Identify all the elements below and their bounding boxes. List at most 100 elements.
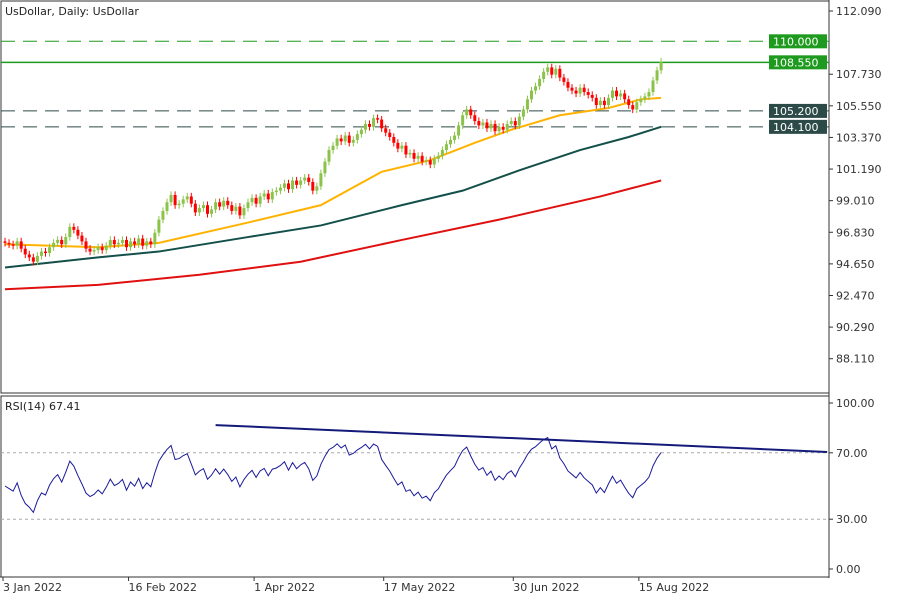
candle-body [542, 71, 546, 80]
level-price-label: 104.100 [773, 121, 819, 134]
candle-body [606, 97, 610, 106]
candle-body [287, 183, 290, 190]
candle-body [469, 109, 473, 116]
candle-body [39, 251, 43, 256]
candle-body [193, 203, 197, 213]
candle-body [210, 209, 214, 214]
candle-body [311, 181, 315, 191]
candle-body [246, 202, 250, 209]
candle-body [181, 199, 185, 204]
candle-body [173, 195, 177, 206]
candle-body [368, 123, 371, 127]
candle-body [303, 177, 307, 181]
rsi-tick-label: 70.00 [836, 447, 868, 460]
candle-body [7, 242, 11, 245]
candle-body [586, 92, 590, 95]
candle-body [230, 205, 234, 211]
candle-body [412, 152, 416, 159]
candle-body [647, 92, 651, 97]
candle-body [282, 183, 286, 188]
time-tick-label: 3 Jan 2022 [3, 581, 62, 594]
candle-body [315, 186, 319, 191]
price-tick-label: 101.190 [836, 163, 882, 176]
rsi-panel[interactable] [0, 395, 830, 578]
candle-body [400, 145, 404, 149]
candle-body [327, 150, 331, 162]
candle-body [655, 70, 659, 81]
moving-average-line [4, 125, 662, 269]
candle-body [594, 97, 598, 106]
candle-body [56, 239, 60, 243]
candle-body [355, 134, 359, 140]
candle-body [72, 226, 76, 230]
candle-body [521, 109, 525, 117]
candle-body [501, 126, 505, 130]
candle-body [262, 193, 266, 197]
candle-body [489, 123, 493, 129]
candle-body [291, 180, 295, 190]
candle-body [651, 80, 655, 93]
candle-body [88, 248, 92, 252]
candle-body [295, 180, 299, 185]
candle-body [35, 255, 39, 262]
candle-body [384, 128, 388, 133]
candle-body [226, 200, 230, 206]
candle-body [11, 244, 15, 246]
candle-body [554, 68, 558, 75]
candle-body [582, 87, 586, 93]
candle-body [177, 203, 181, 206]
candle-body [15, 241, 19, 246]
price-panel[interactable] [0, 0, 830, 394]
level-price-tag [769, 55, 827, 70]
candle-body [424, 160, 428, 162]
candle-body [420, 155, 424, 162]
candle-body [404, 145, 408, 155]
candle-body [234, 206, 238, 211]
candle-body [108, 239, 112, 246]
candle-body [602, 100, 606, 106]
candle-body [611, 90, 614, 98]
candle-body [19, 241, 23, 249]
candle-body [44, 251, 47, 254]
candle-body [104, 245, 108, 251]
candle-body [562, 77, 566, 82]
price-tick-label: 107.730 [836, 68, 882, 81]
candle-body [258, 196, 262, 204]
candle-body [619, 93, 623, 97]
level-price-tag [769, 103, 827, 118]
candle-body [380, 119, 384, 129]
rsi-trendline[interactable] [215, 424, 828, 453]
rsi-label: RSI(14) 67.41 [5, 400, 80, 413]
candle-body [60, 239, 64, 245]
candle-body [116, 242, 120, 245]
candle-body [473, 115, 477, 122]
level-price-label: 110.000 [773, 35, 819, 48]
candle-body [250, 197, 254, 203]
candle-body [517, 116, 521, 126]
candle-body [623, 93, 627, 100]
candle-body [566, 81, 570, 88]
price-tick-label: 105.550 [836, 100, 882, 113]
candle-body [436, 155, 440, 159]
candle-body [141, 238, 145, 246]
moving-average-line [4, 179, 662, 291]
candle-body [432, 158, 436, 165]
chart-title: UsDollar, Daily: UsDollar [5, 5, 139, 18]
candle-body [493, 123, 497, 132]
candle-body [558, 68, 562, 78]
candle-body [461, 115, 465, 126]
candle-body [372, 118, 376, 127]
candle-body [307, 177, 311, 182]
candle-body [497, 126, 501, 132]
candle-body [149, 241, 153, 245]
candle-body [68, 226, 72, 238]
candle-body [570, 87, 574, 91]
candle-body [351, 139, 355, 143]
candle-body [530, 90, 533, 100]
candle-body [440, 150, 444, 156]
candle-body [266, 193, 270, 200]
candle-body [627, 99, 631, 106]
level-price-tag [769, 119, 827, 134]
candle-body [161, 210, 165, 220]
